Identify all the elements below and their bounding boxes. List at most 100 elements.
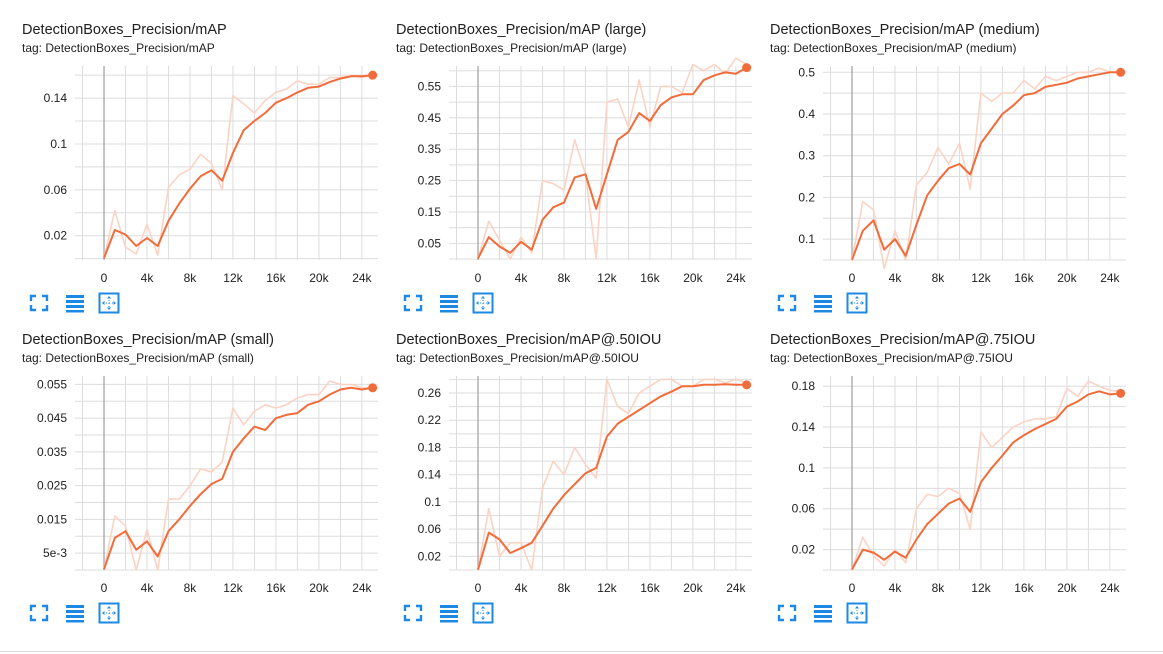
x-tick-label: 4k [141,271,155,284]
chart-plot[interactable]: 5e-3 0.015 0.025 0.035 0.045 0.055 0 4k 8k 12k 16k… [22,332,394,594]
fit-domain-icon[interactable] [472,602,494,624]
x-tick-label: 4k [515,581,529,594]
data-table-icon[interactable] [438,292,460,314]
chart-plot[interactable]: 0.1 0.2 0.3 0.4 0.5 0 4k 8k 12k 16k 20k 24k [770,22,1142,284]
y-tick-label: 0.14 [418,468,442,482]
fit-domain-icon[interactable] [98,602,120,624]
raw-series-line [851,67,1121,270]
x-tick-label: 12k [223,271,243,284]
x-tick-label: 16k [266,581,286,594]
data-table-icon[interactable] [812,602,834,624]
data-table-icon[interactable] [64,602,86,624]
y-tick-label: 0.05 [418,236,442,250]
x-tick-label: 16k [1014,271,1034,284]
x-tick-label: 12k [597,581,617,594]
x-tick-label: 8k [558,271,572,284]
y-tick-label: 0.25 [418,174,442,188]
x-tick-label: 12k [971,581,991,594]
chart-tag: tag: DetectionBoxes_Precision/mAP (large… [396,41,627,55]
y-tick-label: 0.06 [792,502,816,516]
expand-icon[interactable] [776,602,798,624]
x-tick-label: 24k [1100,581,1120,594]
smoothed-series-line [477,66,748,259]
expand-icon[interactable] [28,602,50,624]
expand-icon[interactable] [28,292,50,314]
data-table-icon[interactable] [812,292,834,314]
y-tick-label: 0.55 [418,79,442,93]
smoothed-series-line [477,383,747,570]
y-tick-label: 0.035 [37,445,67,459]
chart-card-0: DetectionBoxes_Precision/mAP tag: Detect… [22,22,394,332]
bottom-divider [0,651,1163,652]
data-table-icon[interactable] [438,602,460,624]
x-tick-label: 20k [309,271,329,284]
x-tick-label: 24k [726,581,746,594]
chart-card-5: DetectionBoxes_Precision/mAP@.75IOU tag:… [770,332,1142,642]
x-tick-label: 12k [971,271,991,284]
x-tick-label: 4k [889,581,903,594]
x-tick-label: 12k [597,271,617,284]
x-tick-label: 20k [1057,271,1077,284]
x-tick-label: 24k [1100,271,1120,284]
chart-plot[interactable]: 0.02 0.06 0.1 0.14 0.18 0 4k 8k 12k 16k 20k 24k [770,332,1142,594]
chart-title: DetectionBoxes_Precision/mAP (medium) [770,22,1040,38]
y-tick-label: 0.02 [44,229,68,243]
x-tick-label: 0 [475,271,482,284]
chart-plot[interactable]: 0.02 0.06 0.1 0.14 0.18 0.22 0.26 0 4k 8k 12k 16k 20… [396,332,768,594]
y-tick-label: 0.26 [418,386,442,400]
y-tick-label: 0.1 [798,232,815,246]
x-tick-label: 0 [849,581,856,594]
fit-domain-icon[interactable] [846,292,868,314]
chart-toolbar [402,602,522,624]
chart-title: DetectionBoxes_Precision/mAP (large) [396,22,647,38]
fit-domain-icon[interactable] [98,292,120,314]
y-tick-label: 0.14 [792,420,816,434]
y-tick-label: 0.2 [798,190,815,204]
x-tick-label: 20k [309,581,329,594]
chart-plot[interactable]: 0.05 0.15 0.25 0.35 0.45 0.55 0 4k 8k 12k 16k 20k 24… [396,22,768,284]
y-tick-label: 0.18 [792,379,816,393]
y-tick-label: 0.045 [37,411,67,425]
last-value-marker [368,383,378,393]
y-tick-label: 0.02 [418,549,442,563]
expand-icon[interactable] [402,292,424,314]
x-tick-label: 8k [184,271,198,284]
raw-series-line [103,380,373,571]
y-tick-label: 0.35 [418,142,442,156]
chart-card-1: DetectionBoxes_Precision/mAP (large) tag… [396,22,768,332]
x-tick-label: 0 [475,581,482,594]
x-tick-label: 4k [889,271,903,284]
last-value-marker [742,63,752,73]
x-tick-label: 0 [849,271,856,284]
chart-title: DetectionBoxes_Precision/mAP [22,22,227,38]
y-tick-label: 0.5 [798,65,815,79]
chart-toolbar [776,602,896,624]
data-table-icon[interactable] [64,292,86,314]
y-tick-label: 0.18 [418,440,442,454]
chart-toolbar [28,292,148,314]
y-tick-label: 0.1 [50,137,67,151]
chart-tag: tag: DetectionBoxes_Precision/mAP (mediu… [770,41,1017,55]
x-tick-label: 0 [101,271,108,284]
raw-series-line [103,74,373,259]
x-tick-label: 20k [683,581,703,594]
x-tick-label: 16k [640,271,660,284]
y-tick-label: 0.02 [792,543,816,557]
chart-toolbar [28,602,148,624]
chart-toolbar [402,292,522,314]
chart-toolbar [776,292,896,314]
fit-domain-icon[interactable] [472,292,494,314]
x-tick-label: 20k [1057,581,1077,594]
last-value-marker [368,70,378,80]
fit-domain-icon[interactable] [846,602,868,624]
chart-plot[interactable]: 0.02 0.06 0.1 0.14 0 4k 8k 12k 16k 20k 24k [22,22,394,284]
y-tick-label: 0.06 [418,522,442,536]
chart-tag: tag: DetectionBoxes_Precision/mAP@.75IOU [770,351,1013,365]
last-value-marker [1116,388,1126,398]
expand-icon[interactable] [402,602,424,624]
y-tick-label: 5e-3 [43,546,67,560]
chart-tag: tag: DetectionBoxes_Precision/mAP@.50IOU [396,351,639,365]
y-tick-label: 0.45 [418,111,442,125]
smoothed-series-line [851,71,1121,261]
expand-icon[interactable] [776,292,798,314]
